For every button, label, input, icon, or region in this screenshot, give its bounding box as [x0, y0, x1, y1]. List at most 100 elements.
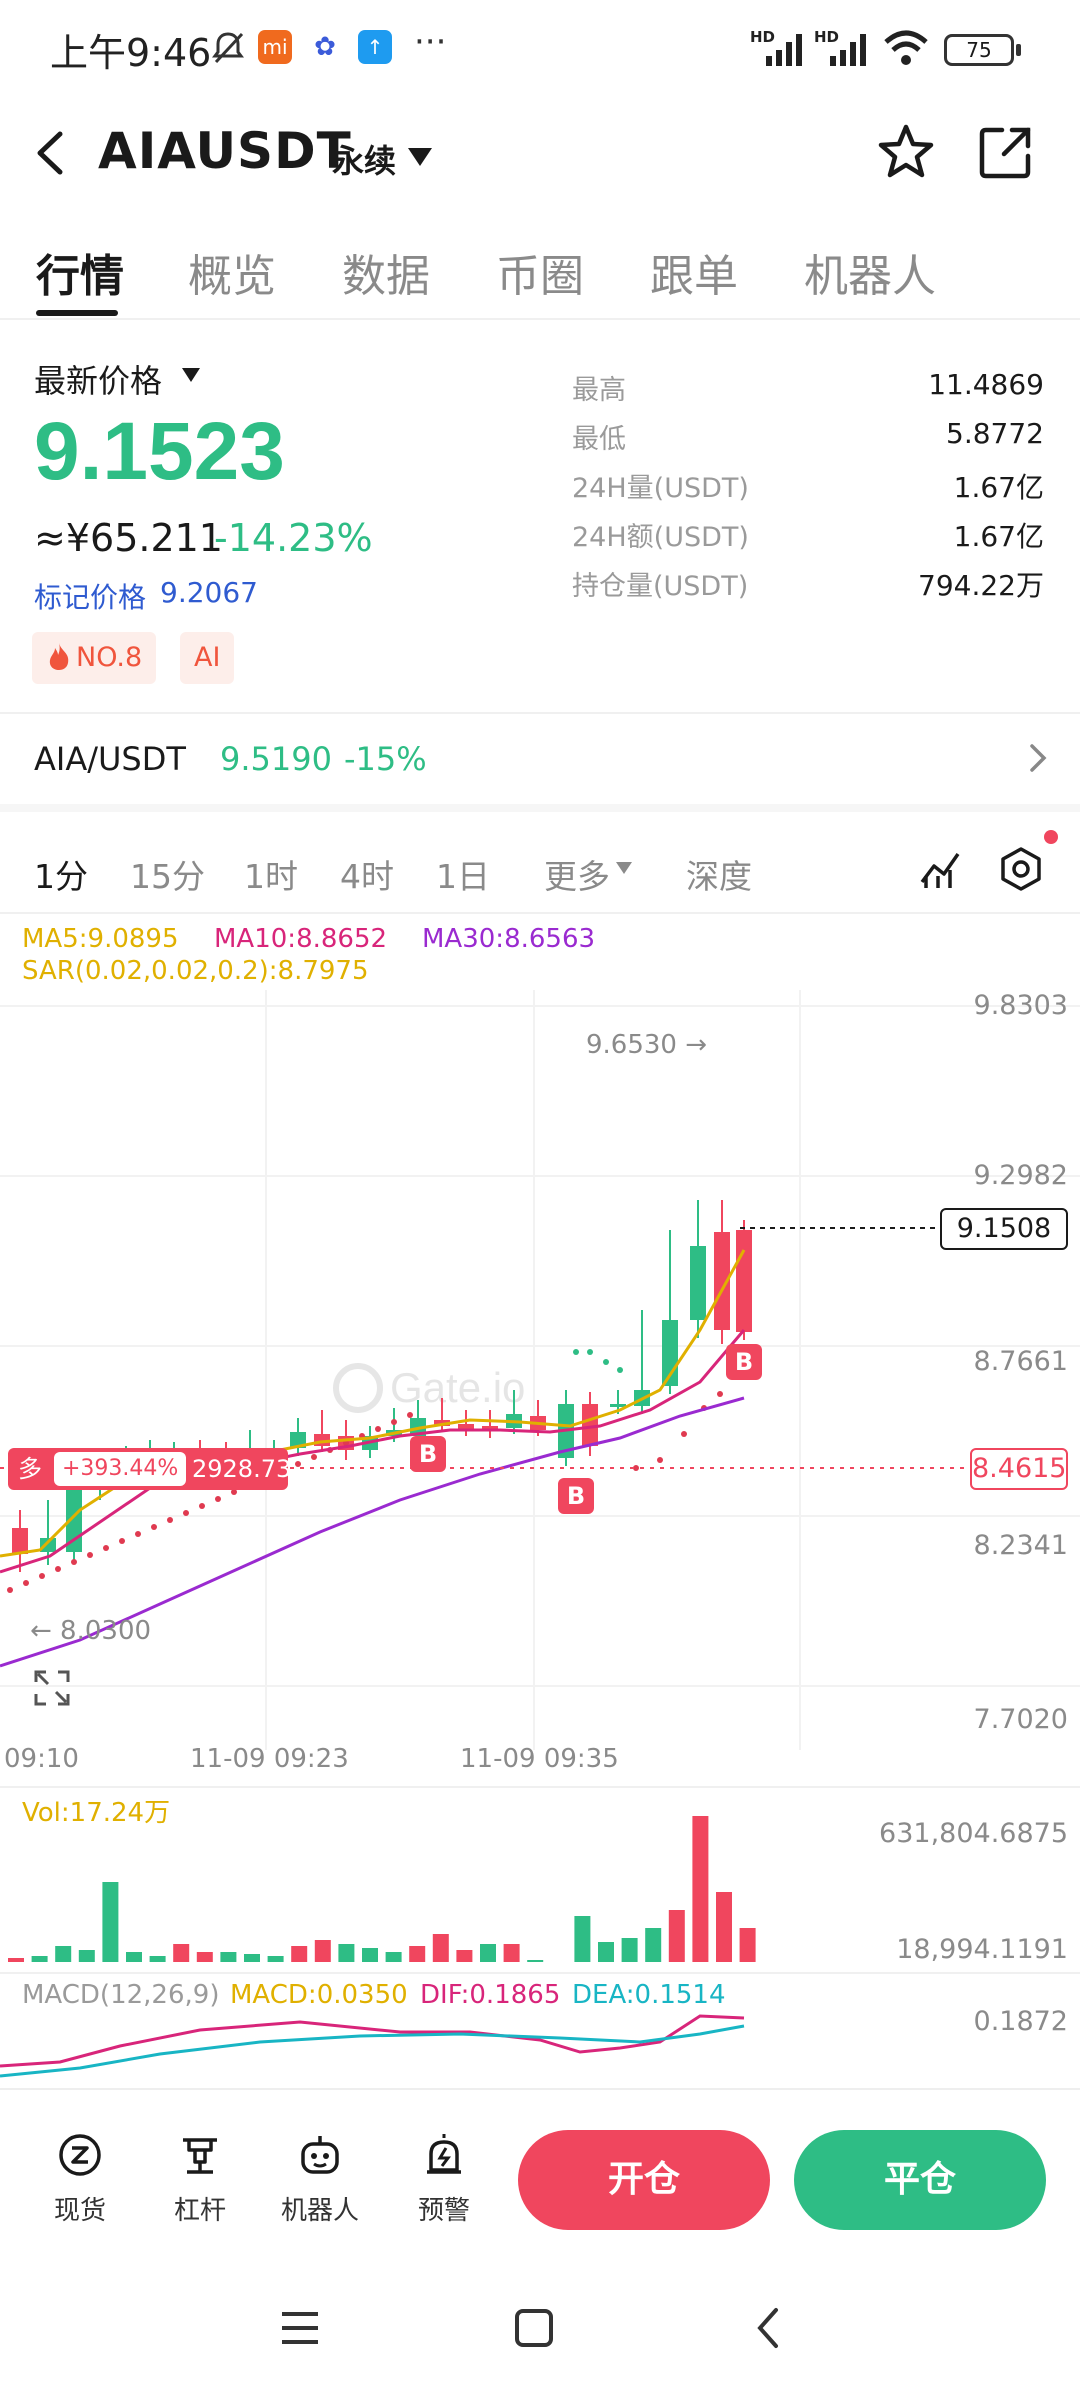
stat-turnover-value: 1.67亿 [953, 520, 1044, 553]
sar-dot [633, 1465, 639, 1471]
sar-dot [119, 1538, 125, 1544]
buy-marker[interactable]: B [726, 1344, 762, 1380]
tab-data[interactable]: 数据 [342, 251, 430, 302]
last-price-tag-value: 9.1508 [956, 1213, 1052, 1244]
candle [714, 1200, 730, 1344]
volume-bar [267, 1956, 284, 1962]
fullscreen-icon[interactable] [32, 1668, 72, 1708]
buy-marker-label: B [566, 1482, 586, 1510]
timeframe-4h[interactable]: 4时 [340, 857, 394, 896]
dropdown-icon[interactable] [406, 146, 434, 168]
volume-bar [409, 1946, 426, 1962]
sar-dot [167, 1517, 173, 1523]
sar-dot [311, 1454, 317, 1460]
volume-bar [149, 1956, 166, 1962]
x-label-3: 11-09 09:35 [460, 1744, 619, 1774]
stat-turnover-label: 24H额(USDT) [572, 522, 749, 553]
volume-bar [432, 1934, 449, 1962]
volume-bar [527, 1960, 544, 1962]
candle [458, 1410, 474, 1436]
volume-bar [645, 1928, 662, 1962]
caret-down-icon[interactable] [180, 366, 202, 384]
rank-tag[interactable]: NO.8 [32, 632, 157, 684]
indicator-chart-icon[interactable] [918, 846, 962, 890]
page-title[interactable]: AIAUSDT [98, 122, 352, 180]
macd-chart [0, 2014, 745, 2078]
timeframe-15m[interactable]: 15分 [130, 857, 205, 896]
menu-icon[interactable] [278, 2308, 322, 2348]
candle-body [12, 1528, 28, 1554]
tab-bot[interactable]: 机器人 [804, 251, 936, 302]
alert-nav-item[interactable]: 预警 [384, 2130, 504, 2227]
candle-body [290, 1432, 306, 1448]
spot-nav-label: 现货 [53, 2196, 106, 2226]
section-gap [0, 804, 1080, 812]
tab-copy-trade[interactable]: 跟单 [650, 251, 738, 302]
x-label-1: 09:10 [4, 1744, 79, 1774]
candle [482, 1410, 498, 1438]
contract-type-label[interactable]: 永续 [332, 142, 397, 180]
more-caret-icon[interactable] [614, 860, 634, 876]
timeframe-1m[interactable]: 1分 [34, 857, 88, 896]
chart-settings-icon[interactable] [998, 846, 1044, 892]
buy-marker[interactable]: B [558, 1478, 594, 1514]
tab-overview[interactable]: 概览 [188, 251, 276, 302]
timeframe-1h[interactable]: 1时 [244, 857, 298, 896]
position-pill[interactable]: 多 +393.44% 2928.73 [8, 1448, 291, 1490]
entry-price-tag-value: 8.4615 [972, 1453, 1067, 1484]
battery-level: 75 [966, 38, 992, 62]
position-pnl: +393.44% [54, 1452, 187, 1486]
dea-legend: DEA:0.1514 [572, 1980, 726, 2010]
sar-dots [7, 1349, 723, 1593]
tab-circle[interactable]: 币圈 [496, 251, 584, 302]
ai-tag[interactable]: AI [180, 632, 235, 684]
mark-price: 9.2067 [160, 576, 258, 609]
volume-bar [621, 1938, 638, 1962]
volume-bars [8, 1816, 756, 1962]
open-position-button[interactable]: 开仓 [518, 2130, 770, 2230]
home-icon[interactable] [512, 2306, 556, 2350]
ma5-line [0, 1249, 746, 1558]
last-price-tag: 9.1508 [940, 1208, 1068, 1250]
kline-chart[interactable]: Gate.io [0, 990, 1080, 1750]
depth-tab[interactable]: 深度 [686, 857, 752, 896]
share-icon[interactable] [978, 124, 1034, 180]
sar-legend: SAR(0.02,0.02,0.2):8.7975 [22, 956, 369, 986]
timeframe-more[interactable]: 更多 [544, 857, 610, 896]
mark-price-label[interactable]: 标记价格 [34, 581, 147, 614]
close-position-button[interactable]: 平仓 [794, 2130, 1046, 2230]
sar-dot [135, 1531, 141, 1537]
sar-dot [7, 1587, 13, 1593]
price-divider [0, 712, 1080, 714]
upload-app-icon: ↑ [358, 30, 392, 64]
volume-bar [385, 1952, 402, 1962]
spot-icon [59, 2134, 101, 2176]
buy-marker[interactable]: B [410, 1436, 446, 1472]
spot-pair-row[interactable]: AIA/USDT 9.5190 -15% [0, 714, 1080, 802]
star-icon[interactable] [876, 122, 936, 182]
timeframe-1d[interactable]: 1日 [436, 857, 490, 896]
volume-legend: Vol:17.24万 [22, 1798, 171, 1828]
sar-dot [39, 1573, 45, 1579]
nav-back-icon[interactable] [752, 2306, 784, 2350]
bot-nav-item[interactable]: 机器人 [260, 2130, 380, 2227]
stat-low-label: 最低 [572, 424, 626, 455]
chart-grid [0, 990, 1080, 1750]
volume-bar [480, 1944, 496, 1962]
volume-bar [574, 1916, 591, 1962]
tab-market[interactable]: 行情 [36, 251, 124, 302]
margin-nav-item[interactable]: 杠杆 [140, 2130, 260, 2227]
sar-dot [375, 1426, 381, 1432]
candle-body [582, 1404, 598, 1446]
hd-label-2: HD [814, 28, 840, 46]
back-icon[interactable] [30, 128, 70, 178]
spot-nav-item[interactable]: 现货 [20, 2130, 140, 2227]
entry-price-tag: 8.4615 [970, 1448, 1068, 1490]
cny-price: ≈¥65.211 [34, 516, 223, 560]
paw-app-icon: ✿ [308, 30, 342, 64]
candle-body [736, 1230, 752, 1332]
fire-icon [49, 643, 69, 670]
y-label-3: 8.7661 [973, 1346, 1068, 1377]
latest-price-label[interactable]: 最新价格 [34, 362, 163, 400]
stat-volume-value: 1.67亿 [953, 471, 1044, 504]
